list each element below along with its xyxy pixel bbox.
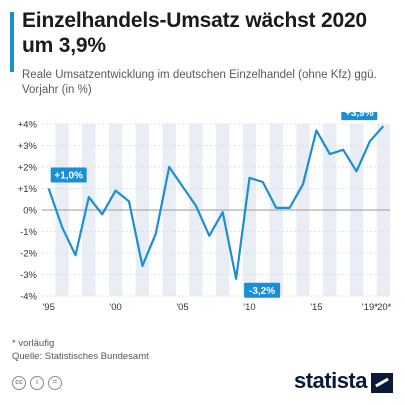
x-tick-label: '00 [109,302,121,313]
title-accent-bar [10,12,14,72]
x-tick-label: '10 [243,302,255,313]
chart-title: Einzelhandels-Umsatz wächst 2020 um 3,9% [22,9,367,57]
y-tick-label: +1% [18,184,38,195]
line-chart: +4%+3%+2%+1%0%-1%-2%-3%-4% '95'00'05'10 '… [18,112,392,313]
annotations: +1,0% -3,2% +3,9% [50,112,378,298]
x-tick-label: '15 [310,302,322,313]
license-icons: cc i = [12,376,62,390]
series-line [47,125,385,280]
equals-icon[interactable]: = [48,376,62,390]
data-label-box [50,167,87,183]
footnote: * vorläufig [12,338,55,349]
x-tick-label: '95 [42,302,54,313]
data-label-text: -3,2% [249,286,275,297]
source-note: Quelle: Statistisches Bundesamt [12,351,149,362]
y-tick-label: -3% [20,270,37,281]
cc-icon[interactable]: cc [12,376,26,390]
brand-logo-icon[interactable] [371,373,393,393]
x-tick-label: '20* [375,302,391,313]
y-tick-label: +3% [18,141,38,152]
y-tick-label: -2% [20,249,37,260]
y-tick-label: 0% [23,206,37,217]
gridlines [42,123,390,297]
person-icon[interactable]: i [30,376,44,390]
data-label: +1,0% [50,167,87,183]
y-tick-label: +2% [18,163,38,174]
y-tick-label: +4% [18,120,38,131]
data-label: -3,2% [244,282,281,298]
x-tick-label: '19* [362,302,378,313]
x-tick-label: '05 [176,302,188,313]
data-label-text: +3,9% [345,112,374,119]
footnote-block: * vorläufig Quelle: Statistisches Bundes… [12,337,149,363]
data-label-text: +1,0% [54,171,83,182]
data-label-box [341,112,378,121]
data-label-box [244,282,281,298]
y-tick-label: -4% [20,292,37,303]
y-axis-ticks: +4% +3% +2% +1% 0% -1% -2% -3% -4% [18,120,38,303]
brand-logo-text[interactable]: statista [293,368,368,393]
data-label: +3,9% [341,112,378,121]
chart-subtitle: Reale Umsatzentwicklung im deutschen Ein… [22,69,377,96]
x-axis-ticks: '95 '00 '05 '10 '15 '19*'20* [42,302,391,313]
y-tick-label: -1% [20,227,37,238]
